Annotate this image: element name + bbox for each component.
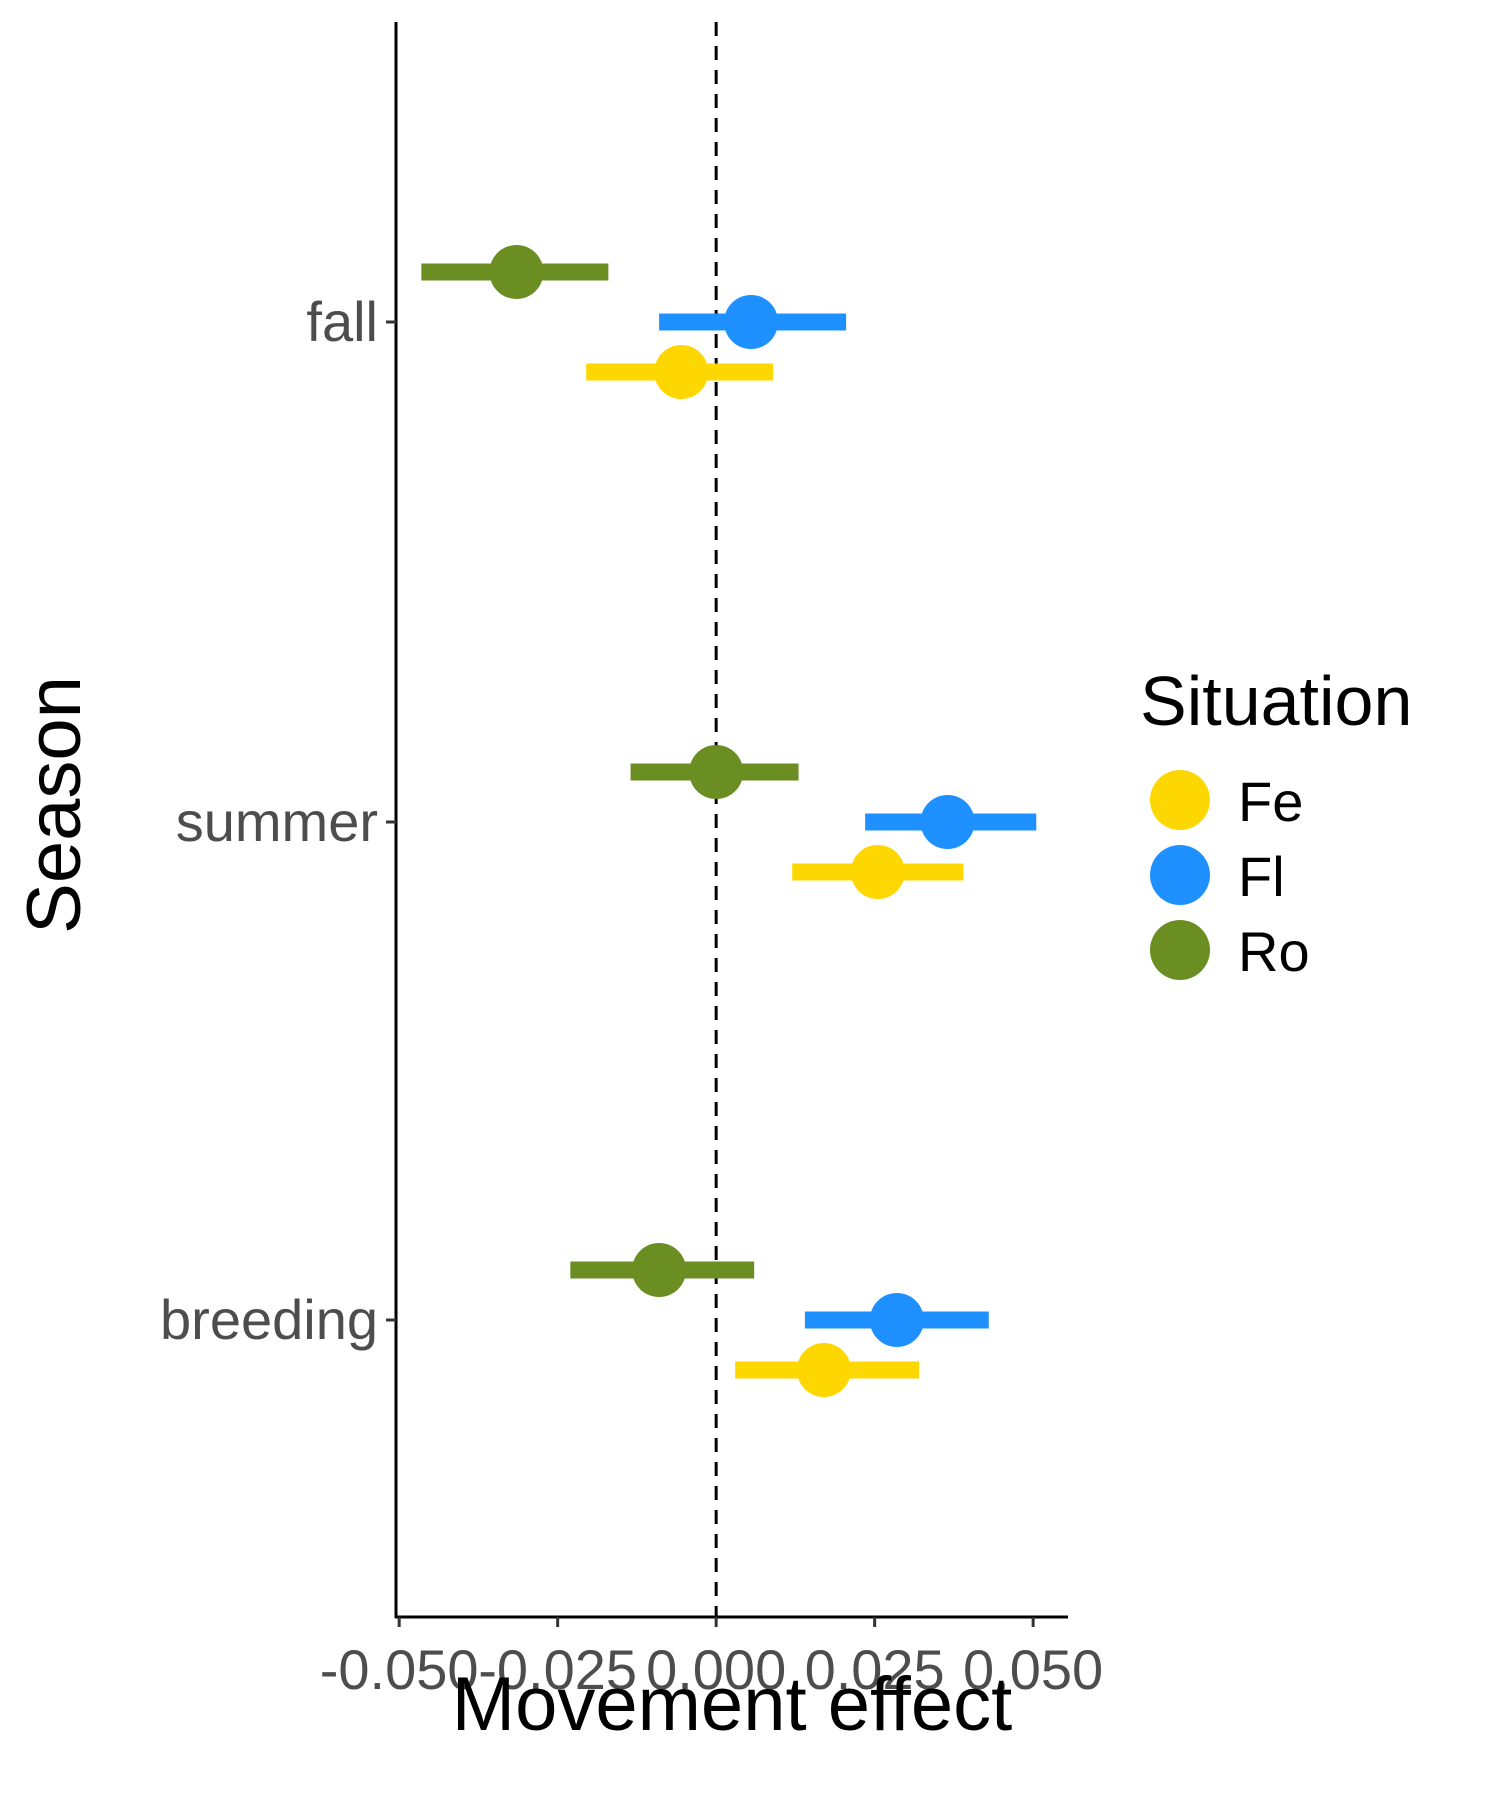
legend: Situation Fe Fl Ro <box>1140 662 1412 983</box>
legend-key-ro <box>1150 920 1210 980</box>
legend-title: Situation <box>1140 662 1412 740</box>
legend-label-fl: Fl <box>1238 845 1285 908</box>
point-fe-summer <box>850 845 905 899</box>
y-axis-title: Season <box>12 676 97 934</box>
point-ro-breeding <box>632 1243 687 1297</box>
x-tick-label: 0.050 <box>963 1638 1103 1701</box>
point-ro-summer <box>689 745 744 799</box>
data-layer <box>421 245 1037 1397</box>
axes <box>386 22 1068 1627</box>
point-ro-fall <box>489 245 544 299</box>
point-fe-breeding <box>796 1343 851 1397</box>
point-fl-fall <box>724 295 779 349</box>
tick-labels: -0.050 -0.025 0.000 0.025 0.050 fall summer bre… <box>160 290 1103 1701</box>
x-tick-label: -0.050 <box>320 1638 479 1701</box>
x-axis-title: Movement effect <box>452 1662 1012 1747</box>
x-tick-label: 0.025 <box>805 1638 945 1701</box>
x-tick-label: -0.025 <box>478 1638 637 1701</box>
legend-key-fe <box>1150 770 1210 830</box>
legend-label-fe: Fe <box>1238 770 1303 833</box>
legend-label-ro: Ro <box>1238 920 1310 983</box>
point-fe-fall <box>654 345 709 399</box>
point-fl-summer <box>920 795 975 849</box>
y-tick-label: summer <box>176 790 378 853</box>
y-tick-label: fall <box>306 290 378 353</box>
y-tick-label: breeding <box>160 1288 378 1351</box>
point-fl-breeding <box>869 1293 924 1347</box>
legend-key-fl <box>1150 845 1210 905</box>
x-tick-label: 0.000 <box>646 1638 786 1701</box>
